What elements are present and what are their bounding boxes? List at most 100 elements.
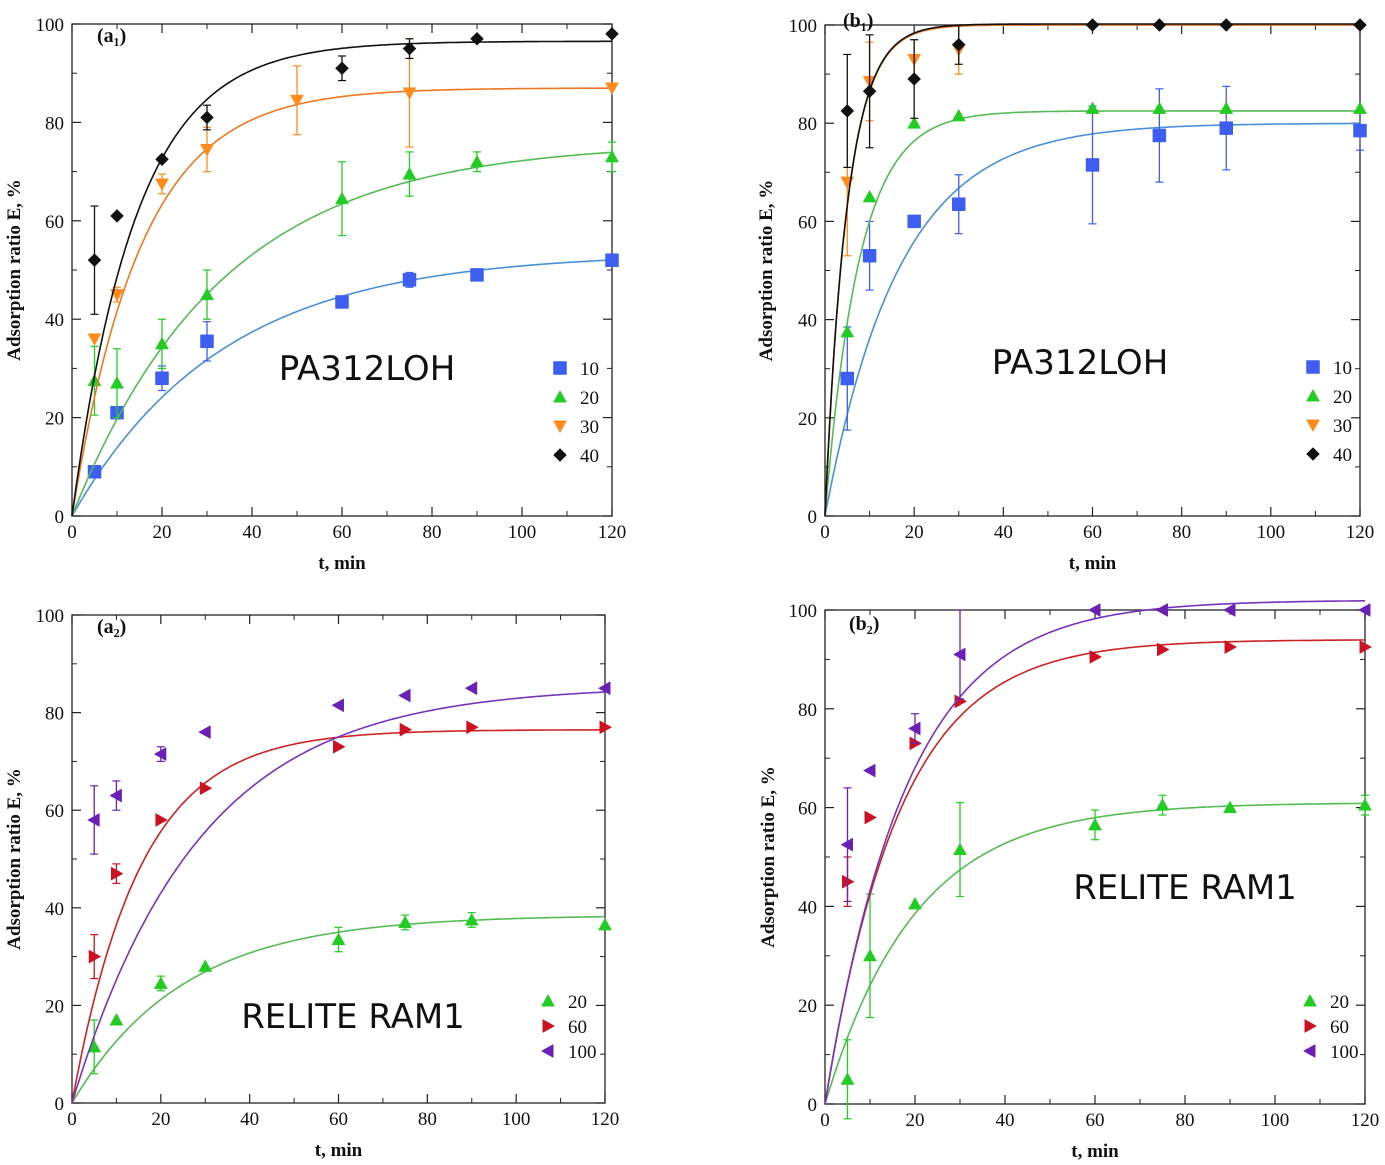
data-point — [1152, 128, 1167, 143]
data-point — [87, 813, 100, 827]
data-point — [907, 116, 922, 129]
data-point — [1219, 121, 1233, 135]
chart-a2: 0 20 40 60 80 100 120 0 20 40 60 80 100 t, min Adsorpt… — [4, 606, 619, 1161]
legend-marker — [553, 420, 567, 434]
x-tick-label: 80 — [418, 1109, 437, 1130]
legend-marker — [1306, 419, 1320, 433]
legend-marker — [553, 389, 567, 403]
data-point — [470, 268, 484, 282]
y-tick-label: 0 — [55, 507, 65, 528]
legend-marker — [553, 448, 567, 462]
data-point — [951, 37, 966, 52]
x-tick-label: 20 — [906, 1110, 925, 1131]
data-point — [951, 108, 966, 122]
legend-marker — [1302, 1044, 1316, 1058]
data-point — [1085, 18, 1100, 32]
data-point — [952, 197, 966, 211]
data-point — [1224, 640, 1238, 654]
data-point — [402, 273, 417, 287]
data-point — [840, 104, 855, 118]
series-20 — [824, 794, 1372, 1120]
data-point — [1223, 800, 1237, 814]
resin-annotation: PA312LOH — [992, 343, 1169, 383]
legend-marker — [1306, 447, 1320, 461]
y-tick-label: 80 — [45, 704, 64, 725]
x-tick-label: 20 — [905, 522, 924, 543]
data-point — [198, 959, 213, 972]
chart-b1: 0 20 40 60 80 100 120 0 20 40 60 80 100 t, min Adsorpt… — [756, 10, 1374, 574]
data-point — [155, 371, 169, 385]
x-tick-label: 120 — [598, 522, 627, 543]
x-tick-label: 80 — [1172, 522, 1191, 543]
legend-label: 40 — [580, 446, 599, 467]
data-point — [907, 214, 921, 229]
fit-curve — [824, 24, 1360, 517]
legend-label: 20 — [1333, 387, 1352, 408]
data-point — [1353, 123, 1367, 138]
y-tick-label: 60 — [45, 212, 64, 233]
data-point — [200, 287, 214, 301]
x-tick-label: 120 — [1346, 522, 1375, 543]
data-point — [840, 176, 855, 190]
data-point — [1087, 603, 1101, 617]
data-point — [402, 41, 417, 56]
x-axis-title: t, min — [1069, 553, 1117, 574]
legend-label: 20 — [580, 388, 599, 409]
data-point — [840, 1072, 855, 1085]
data-point — [605, 26, 619, 41]
legend-label: 10 — [1333, 358, 1352, 379]
data-point — [110, 376, 124, 389]
fit-curve — [71, 87, 612, 517]
data-point — [842, 874, 855, 889]
x-tick-label: 60 — [329, 1109, 348, 1130]
y-tick-label: 20 — [798, 409, 817, 430]
y-axis-title: Adsorption ratio E, % — [758, 766, 779, 948]
data-point — [155, 152, 169, 167]
data-point — [605, 149, 619, 163]
data-point — [1219, 101, 1234, 114]
resin-annotation: RELITE RAM1 — [241, 997, 465, 1037]
legend-marker — [1306, 360, 1320, 374]
data-point — [840, 324, 855, 338]
y-axis-title: Adsorption ratio E, % — [756, 180, 777, 362]
series-30 — [71, 38, 619, 517]
data-point — [109, 788, 122, 803]
x-tick-label: 120 — [1351, 1110, 1380, 1131]
data-point — [464, 681, 478, 696]
data-point — [598, 917, 612, 931]
legend-marker — [1304, 1019, 1318, 1033]
data-point — [1353, 101, 1367, 114]
legend-marker — [1303, 993, 1317, 1007]
legend-label: 40 — [1333, 445, 1352, 466]
series-40 — [824, 18, 1367, 517]
legend-label: 10 — [580, 359, 599, 380]
legend-label: 30 — [580, 417, 599, 438]
data-point — [1152, 101, 1167, 114]
legend: 10 20 30 40 — [1306, 358, 1352, 466]
data-point — [862, 763, 876, 778]
legend-marker — [1306, 388, 1320, 402]
legend-label: 20 — [568, 992, 587, 1013]
data-point — [87, 253, 102, 268]
legend: 20 60 100 — [540, 992, 597, 1063]
data-point — [1359, 640, 1373, 654]
legend-marker — [553, 361, 567, 375]
data-point — [153, 976, 168, 989]
series-100 — [824, 600, 1371, 1105]
data-point — [398, 688, 411, 703]
y-tick-label: 60 — [45, 801, 64, 822]
x-tick-label: 100 — [1261, 1110, 1290, 1131]
series-10 — [824, 85, 1367, 517]
y-tick-label: 100 — [789, 601, 818, 622]
data-point — [290, 94, 304, 108]
legend-label: 30 — [1333, 416, 1352, 437]
data-point — [1357, 603, 1371, 617]
panel-label: (b₂) — [849, 613, 879, 635]
x-tick-label: 20 — [153, 522, 172, 543]
x-tick-label: 80 — [423, 522, 442, 543]
y-tick-label: 100 — [789, 16, 818, 37]
legend: 10 20 30 40 — [553, 359, 599, 467]
x-tick-label: 60 — [1086, 1110, 1105, 1131]
data-point — [110, 209, 124, 223]
